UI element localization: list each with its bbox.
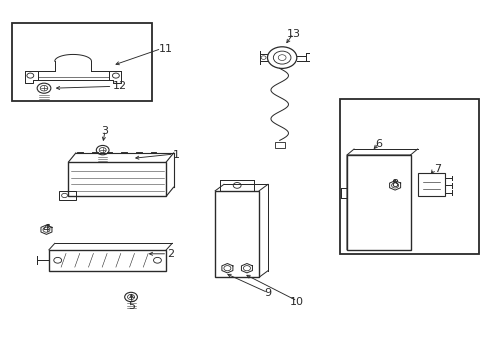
Text: 3: 3 [102, 126, 108, 136]
Bar [68, 162, 166, 196]
Text: 2: 2 [167, 249, 174, 259]
Text: 10: 10 [290, 297, 304, 307]
Bar [12, 23, 151, 101]
Text: 8: 8 [391, 179, 398, 189]
Bar [49, 250, 166, 271]
Text: 5: 5 [128, 301, 135, 311]
Bar [346, 155, 410, 250]
Text: 4: 4 [43, 224, 50, 234]
Bar [274, 142, 284, 148]
Bar [417, 173, 444, 196]
Bar [339, 99, 478, 254]
Text: 11: 11 [159, 44, 173, 54]
Text: 6: 6 [375, 139, 382, 149]
Text: 1: 1 [172, 150, 179, 160]
Text: 13: 13 [286, 29, 300, 39]
Text: 9: 9 [264, 288, 271, 298]
Bar [59, 191, 76, 200]
Bar [215, 191, 259, 277]
Text: 7: 7 [433, 164, 440, 174]
Text: 12: 12 [113, 81, 126, 91]
